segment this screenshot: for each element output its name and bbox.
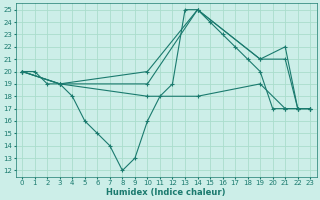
X-axis label: Humidex (Indice chaleur): Humidex (Indice chaleur) [107,188,226,197]
